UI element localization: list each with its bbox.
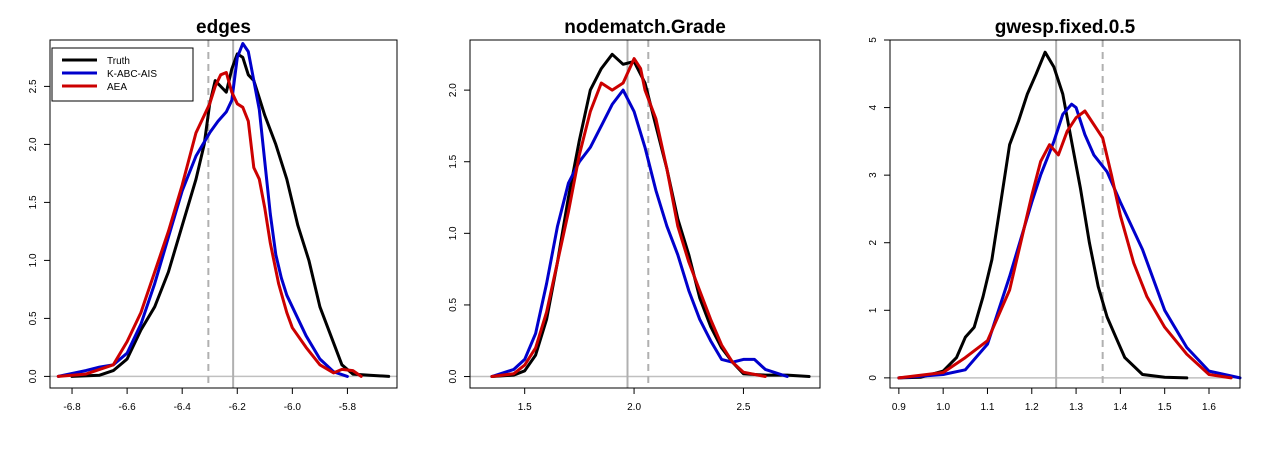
- y-tick-label: 1.0: [448, 226, 459, 240]
- x-tick-label: 2.0: [627, 402, 641, 413]
- legend-label-truth: Truth: [107, 56, 130, 67]
- panel-gwesp-fixed: gwesp.fixed.0.5 0.9 1.0 1.1 1.2 1.3 1.4 1.5 1.6 0…: [868, 17, 1242, 413]
- series-line-aea: [897, 109, 1233, 380]
- x-tick-label: -6.2: [229, 402, 247, 413]
- series-line-aea: [56, 71, 363, 378]
- y-tick-label: 2.0: [448, 83, 459, 97]
- x-tick-label: -5.8: [339, 402, 357, 413]
- x-tick-label: -6.4: [174, 402, 192, 413]
- plot-frame: [49, 39, 398, 389]
- y-tick-label: 2.5: [28, 79, 39, 93]
- x-tick-label: 1.5: [518, 402, 532, 413]
- x-tick-label: 2.5: [736, 402, 750, 413]
- panel-nodematch-grade: nodematch.Grade 1.5 2.0 2.5 0.0 0.5 1.0 1.5 2.0: [448, 17, 821, 413]
- series-line-k-abc-ais: [56, 42, 349, 378]
- x-tick-label: 1.2: [1025, 402, 1039, 413]
- y-tick-label: 0.5: [28, 311, 39, 325]
- panel-edges: edges -6.8 -6.6 -6.4 -6.2 -6.0 -5.8 0.0 0.5 1.0 1.…: [28, 17, 398, 413]
- plot-frame: [889, 39, 1241, 389]
- y-tick-label: 4: [868, 104, 879, 110]
- x-tick-label: 1.6: [1202, 402, 1216, 413]
- series-line-truth: [897, 50, 1189, 380]
- series-line-aea: [490, 57, 767, 378]
- x-tick-label: 1.0: [936, 402, 950, 413]
- chart-title: nodematch.Grade: [564, 17, 726, 38]
- x-tick-label: 1.3: [1069, 402, 1083, 413]
- y-tick-label: 2.0: [28, 137, 39, 151]
- x-tick-label: 0.9: [892, 402, 906, 413]
- y-tick-label: 1.0: [28, 253, 39, 267]
- x-tick-label: -6.0: [284, 402, 302, 413]
- y-tick-label: 3: [868, 172, 879, 178]
- y-tick-label: 0.0: [28, 369, 39, 383]
- y-tick-label: 0: [868, 375, 879, 381]
- chart-title: edges: [196, 17, 251, 38]
- y-tick-label: 0.0: [448, 369, 459, 383]
- y-tick-label: 5: [868, 37, 879, 43]
- x-tick-label: 1.5: [1158, 402, 1172, 413]
- x-tick-label: -6.8: [63, 402, 81, 413]
- y-tick-label: 0.5: [448, 298, 459, 312]
- y-tick-label: 2: [868, 239, 879, 245]
- chart-title: gwesp.fixed.0.5: [995, 17, 1136, 38]
- legend-label-aea: AEA: [107, 82, 127, 93]
- x-tick-label: 1.4: [1113, 402, 1127, 413]
- y-tick-label: 1: [868, 307, 879, 313]
- y-tick-label: 1.5: [28, 195, 39, 209]
- plot-frame: [469, 39, 821, 389]
- legend-label-k-abc-ais: K-ABC-AIS: [107, 69, 157, 80]
- legend: Truth K-ABC-AIS AEA: [51, 47, 194, 102]
- x-tick-label: 1.1: [981, 402, 995, 413]
- y-tick-label: 1.5: [448, 154, 459, 168]
- x-tick-label: -6.6: [118, 402, 136, 413]
